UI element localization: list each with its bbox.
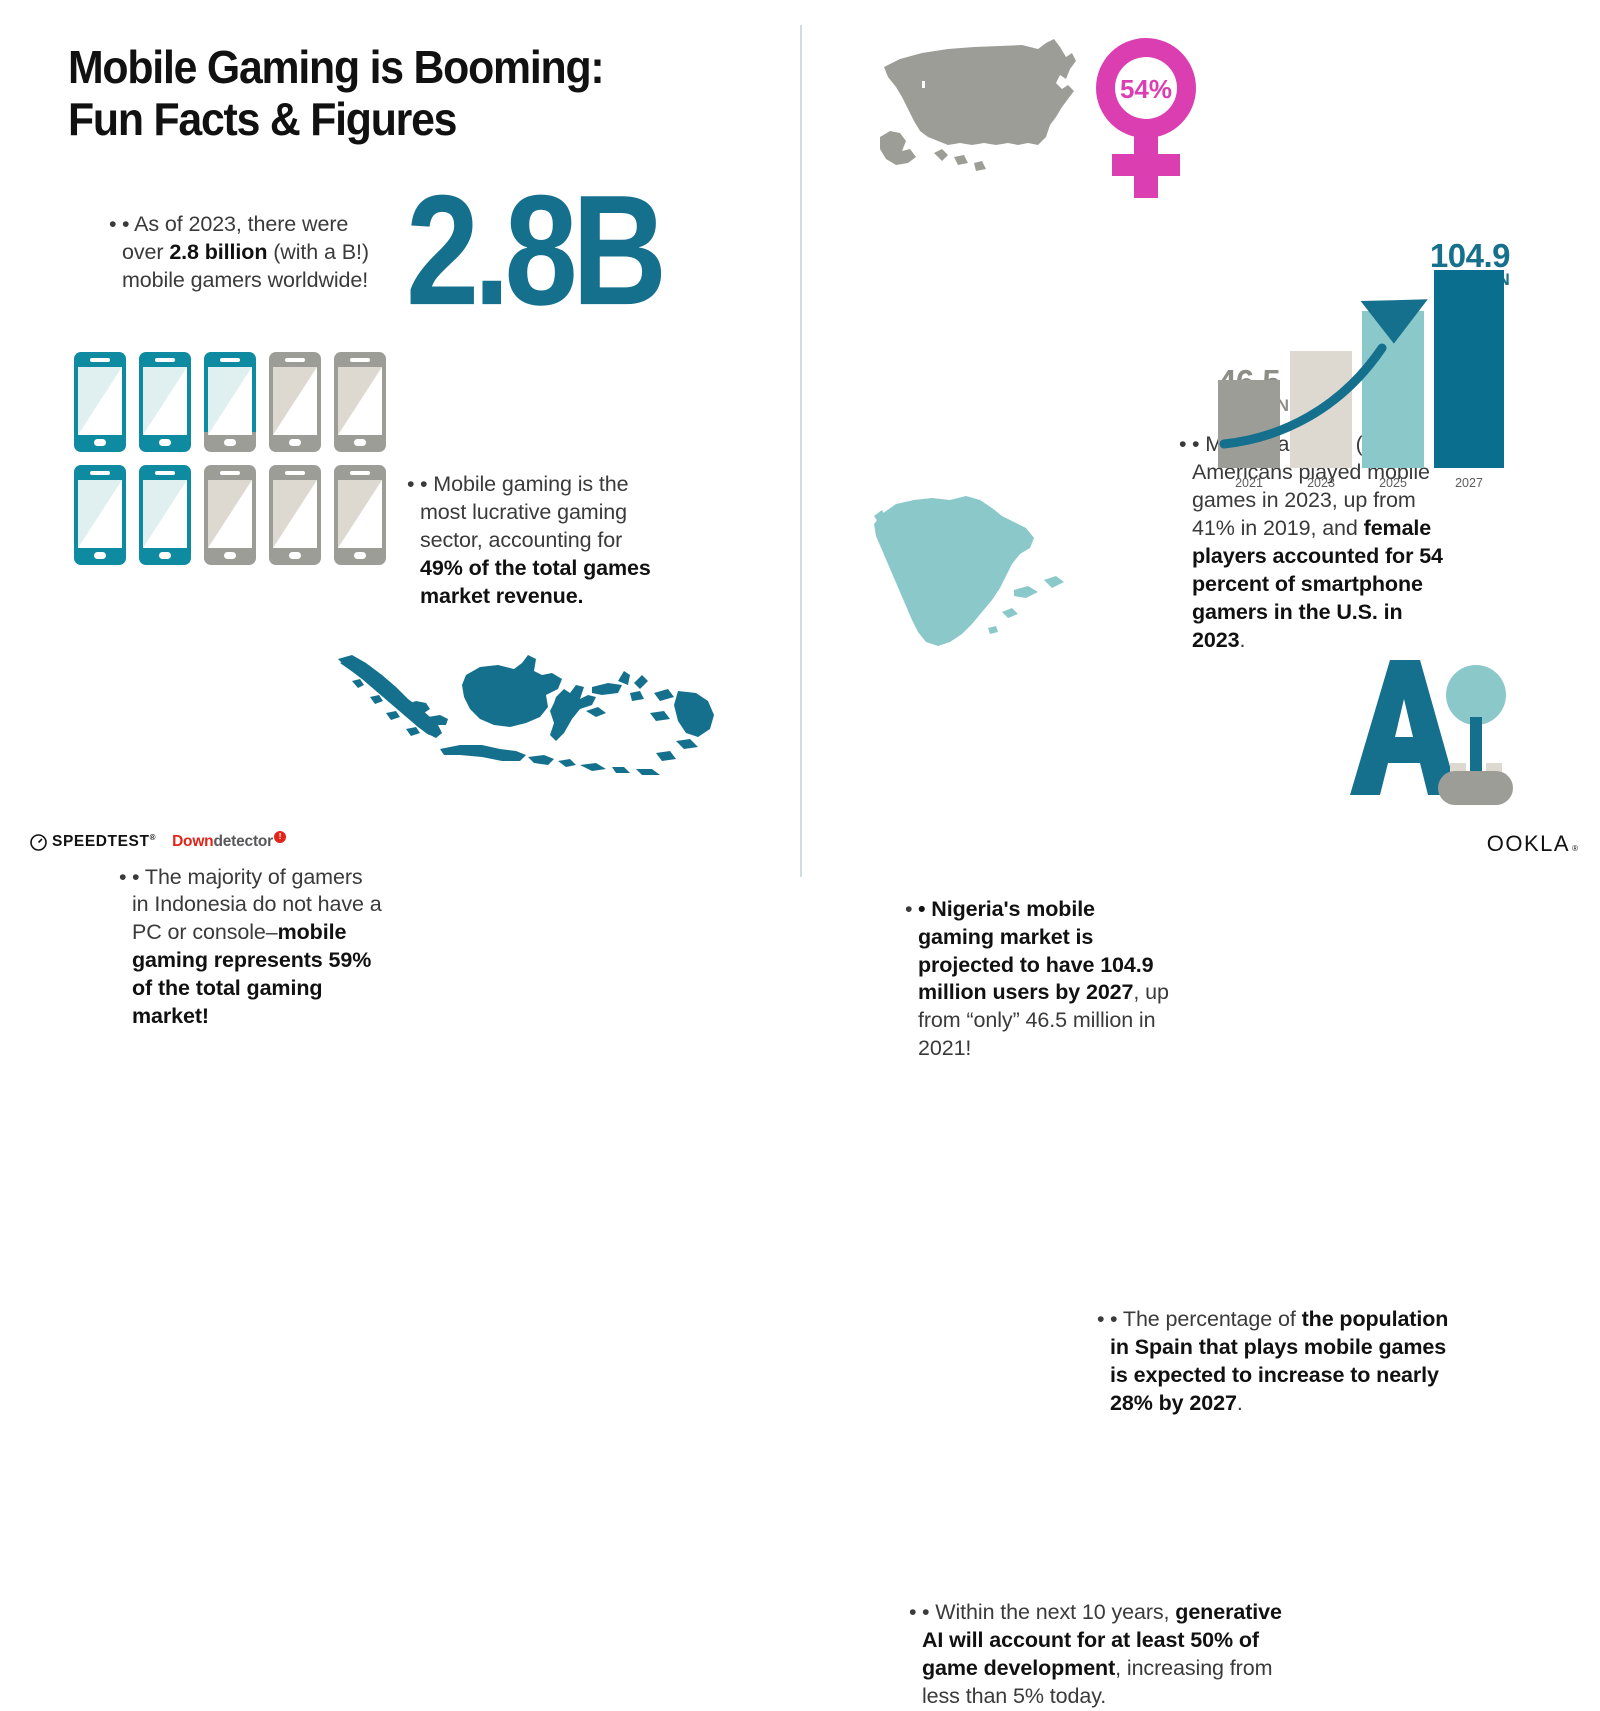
speedtest-label: SPEEDTEST® [52, 833, 157, 851]
phone-icon-6 [74, 465, 126, 565]
downdetector-alert-badge: ! [274, 831, 287, 844]
page-title: Mobile Gaming is Booming: Fun Facts & Fi… [68, 41, 682, 145]
fact-total-gamers-post: (with a B!) mobile gamers worldwide! [122, 239, 369, 292]
speedtest-gauge-icon [30, 833, 47, 851]
bar-2027 [1434, 270, 1504, 468]
chart-bars [1210, 253, 1510, 468]
fact-market-revenue: • Mobile gaming is the most lucrative ga… [407, 471, 670, 611]
fact-spain-post: . [1236, 1391, 1243, 1416]
phone-icon-10 [334, 465, 386, 565]
phone-icon-2 [139, 352, 191, 452]
phone-pictogram [74, 352, 386, 568]
nigeria-users-bar-chart: 46.5 MILLION 104.9 MILLION 2021 2023 202… [1210, 237, 1511, 496]
spain-map [862, 482, 1087, 677]
fact-nigeria-bold: • Nigeria's mobile gaming market is proj… [918, 896, 1154, 1005]
title-line-2: Fun Facts & Figures [68, 92, 457, 145]
usa-map [870, 33, 1130, 198]
phone-icon-3-partial [204, 352, 256, 452]
phone-icon-1 [74, 352, 126, 452]
joystick-base [1438, 771, 1513, 805]
fact-total-gamers: • As of 2023, there were over 2.8 billio… [109, 211, 382, 295]
title-line-1: Mobile Gaming is Booming: [68, 41, 605, 93]
chart-label-2027-value: 104.9 [1429, 237, 1511, 274]
bar-tick-2025: 2025 [1379, 476, 1407, 490]
phone-icon-5 [334, 352, 386, 452]
infographic-canvas: Mobile Gaming is Booming: Fun Facts & Fi… [0, 0, 1600, 900]
ai-joystick-graphic [1338, 655, 1513, 810]
fact-market-revenue-bold: 49% of the total games market revenue. [420, 555, 651, 608]
downdetector-logo: Downdetector! [172, 831, 287, 851]
indonesia-map [330, 645, 715, 790]
fact-spain: • The percentage of the population in Sp… [1097, 1306, 1460, 1418]
female-gender-icon: 54% [1082, 36, 1210, 201]
big-stat-2-8b: 2.8B [406, 161, 667, 338]
ai-letter-a [1350, 660, 1458, 795]
fact-generative-ai: • Within the next 10 years, generative A… [909, 1599, 1294, 1711]
joystick-stick [1470, 717, 1482, 775]
phone-icon-7 [139, 465, 191, 565]
fact-usa-post: . [1239, 627, 1246, 652]
fact-total-gamers-bold: 2.8 billion [169, 239, 268, 264]
bar-tick-2021: 2021 [1235, 476, 1263, 490]
joystick-ball [1446, 665, 1506, 725]
phone-icon-9 [269, 465, 321, 565]
bar-2021 [1218, 380, 1280, 468]
ookla-label: OOKLA [1486, 831, 1571, 856]
downdetector-label-part1: Down [172, 833, 214, 851]
phone-icon-4 [269, 352, 321, 452]
fact-market-revenue-pre: • Mobile gaming is the most lucrative ga… [420, 471, 629, 552]
downdetector-label-part2: detector [213, 833, 274, 851]
ookla-logo: OOKLA ® [1487, 831, 1578, 857]
female-badge-value: 54% [1120, 74, 1172, 104]
speedtest-logo: SPEEDTEST® [30, 833, 156, 851]
fact-indonesia: • The majority of gamers in Indonesia do… [119, 864, 382, 1032]
bar-2023 [1290, 351, 1352, 468]
column-divider [800, 25, 802, 877]
speedtest-trademark: ® [149, 833, 157, 842]
ookla-trademark: ® [1572, 844, 1578, 853]
fact-spain-pre: • The percentage of [1110, 1307, 1302, 1332]
fact-usa-bold: female players accounted for 54 percent … [1192, 515, 1443, 652]
fact-nigeria: • Nigeria's mobile gaming market is proj… [905, 896, 1170, 1064]
fact-total-gamers-pre: • As of 2023, there were over [122, 212, 349, 264]
fact-ai-pre: • Within the next 10 years, [922, 1600, 1176, 1624]
bar-tick-2027: 2027 [1455, 476, 1483, 490]
footer-brand-logos: SPEEDTEST® Downdetector! [30, 831, 287, 851]
bar-2025 [1362, 311, 1424, 468]
phone-icon-8 [204, 465, 256, 565]
bar-tick-2023: 2023 [1307, 476, 1335, 490]
